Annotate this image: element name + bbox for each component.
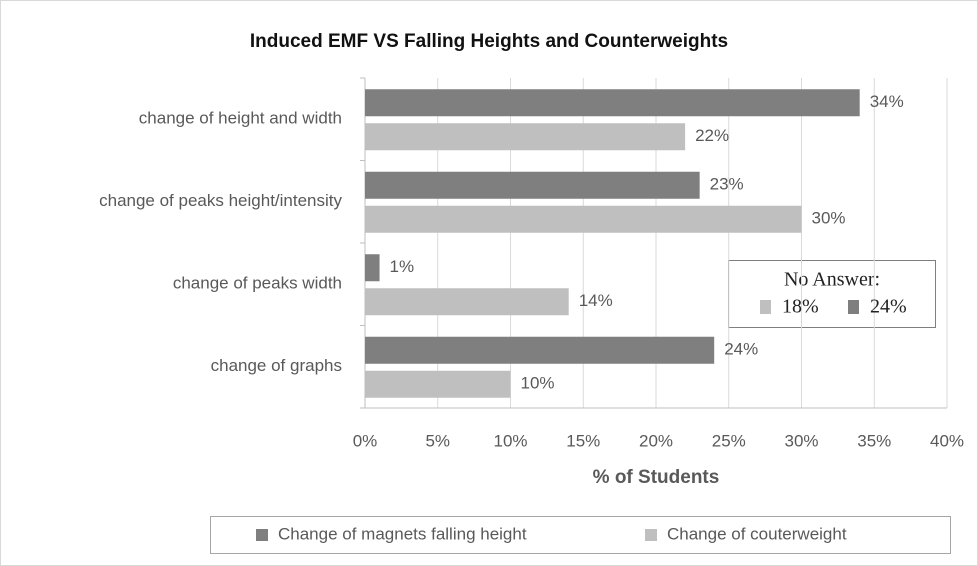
x-tick-label: 0%: [353, 431, 378, 450]
y-tick-label: change of peaks width: [173, 274, 342, 293]
x-axis-title: % of Students: [593, 467, 720, 488]
annotation-swatch: [760, 300, 771, 314]
x-tick-label: 20%: [639, 431, 673, 450]
x-tick-label: 35%: [857, 431, 891, 450]
x-tick-label: 15%: [566, 431, 600, 450]
legend-label: Change of couterweight: [667, 524, 847, 543]
y-tick-label: change of graphs: [211, 356, 342, 375]
bar: [365, 254, 380, 282]
data-label: 24%: [724, 340, 758, 359]
annotation-label: 18%: [782, 296, 819, 318]
x-tick-label: 30%: [784, 431, 818, 450]
annotation-swatch: [848, 300, 859, 314]
bar: [365, 370, 511, 398]
x-tick-label: 25%: [712, 431, 746, 450]
chart-title: Induced EMF VS Falling Heights and Count…: [250, 31, 728, 52]
data-label: 1%: [390, 257, 415, 276]
bar: [365, 336, 715, 364]
annotation-label: 24%: [870, 296, 907, 318]
bar: [365, 171, 700, 199]
bar: [365, 205, 802, 233]
data-label: 22%: [695, 126, 729, 145]
x-tick-label: 40%: [930, 431, 964, 450]
y-tick-label: change of peaks height/intensity: [99, 191, 342, 210]
bar: [365, 288, 569, 316]
legend-swatch: [645, 529, 657, 541]
data-label: 30%: [812, 209, 846, 228]
bar: [365, 89, 860, 117]
y-tick-label: change of height and width: [139, 109, 342, 128]
data-label: 23%: [710, 175, 744, 194]
x-tick-label: 5%: [425, 431, 450, 450]
legend-swatch: [256, 529, 268, 541]
bar: [365, 123, 686, 151]
legend-label: Change of magnets falling height: [278, 524, 527, 543]
annotation-title: No Answer:: [784, 269, 880, 291]
data-label: 34%: [870, 92, 904, 111]
legend-box: [210, 516, 951, 554]
x-tick-label: 10%: [493, 431, 527, 450]
data-label: 10%: [521, 374, 555, 393]
annotation-box: [728, 260, 936, 328]
data-label: 14%: [579, 291, 613, 310]
